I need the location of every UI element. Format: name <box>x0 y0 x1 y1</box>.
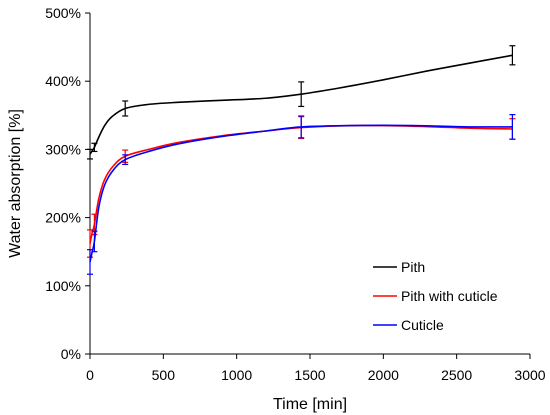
y-axis-title: Water absorption [%] <box>7 109 24 258</box>
y-tick-label: 0% <box>61 346 81 362</box>
error-bar-pith <box>298 81 305 108</box>
y-tick-label: 200% <box>45 210 81 226</box>
series-line-cuticle <box>89 124 513 263</box>
x-tick-label: 3000 <box>514 367 545 383</box>
x-tick-label: 500 <box>152 367 176 383</box>
legend-label: Pith with cuticle <box>401 288 498 304</box>
x-tick-label: 0 <box>86 367 94 383</box>
error-bar-cuticle <box>91 230 98 253</box>
series-layer <box>87 45 516 275</box>
error-bar-pith <box>87 148 93 160</box>
y-tick-label: 400% <box>45 73 81 89</box>
x-tick-label: 2000 <box>368 367 399 383</box>
error-bar-cuticle <box>87 249 93 275</box>
series-cuticle <box>87 114 516 275</box>
error-bar-cuticle <box>298 115 305 139</box>
error-bar-pith <box>122 100 129 117</box>
y-tick-label: 100% <box>45 278 81 294</box>
series-pith <box>87 45 516 160</box>
y-tick-label: 300% <box>45 141 81 157</box>
y-tick-label: 500% <box>45 5 81 21</box>
legend-item-cuticle: Cuticle <box>373 317 444 333</box>
legend-item-pith: Pith <box>373 259 425 275</box>
error-bar-cuticle <box>509 114 516 140</box>
series-line-pith <box>89 54 513 155</box>
error-bar-cuticle <box>122 154 129 166</box>
series-line-pith-with-cuticle <box>89 124 513 244</box>
axes: 0% 100% 200% 300% 400% 500% 0 500 1000 1500 2000 25… <box>45 5 546 383</box>
legend-label: Cuticle <box>401 317 444 333</box>
x-tick-label: 1000 <box>221 367 252 383</box>
legend-label: Pith <box>401 259 425 275</box>
error-bar-pith <box>91 142 98 153</box>
x-tick-label: 2500 <box>441 367 472 383</box>
legend-item-pith-with-cuticle: Pith with cuticle <box>373 288 498 304</box>
legend: Pith Pith with cuticle Cuticle <box>373 259 498 333</box>
x-axis-title: Time [min] <box>273 396 347 413</box>
x-tick-label: 1500 <box>294 367 325 383</box>
error-bar-pith <box>509 45 516 66</box>
